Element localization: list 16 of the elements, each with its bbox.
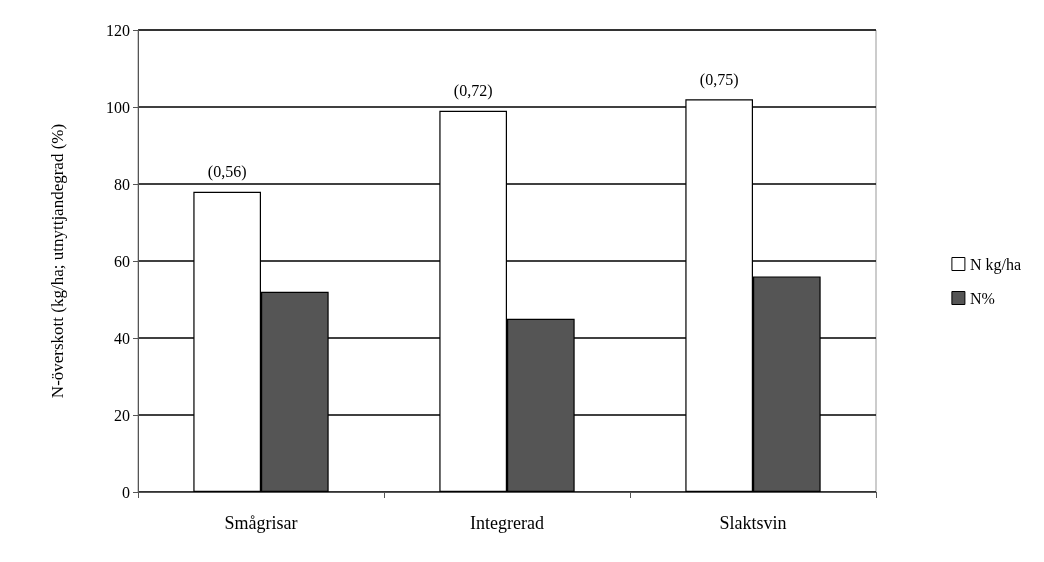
y-tick-label: 80 <box>114 175 130 193</box>
y-tick-label: 120 <box>106 21 130 39</box>
y-tick-label: 40 <box>114 329 130 347</box>
x-tick-label: Slaktsvin <box>719 513 787 533</box>
x-tick-label: Smågrisar <box>224 513 298 533</box>
annotation: (0,56) <box>207 163 247 182</box>
y-tick-label: 20 <box>114 406 130 424</box>
legend-label: N kg/ha <box>969 255 1022 274</box>
x-tick-label: Integrerad <box>470 513 544 533</box>
annotation: (0,72) <box>453 82 493 101</box>
annotation: (0,75) <box>699 70 739 89</box>
y-tick-label: 100 <box>106 98 130 116</box>
legend-label: N% <box>969 289 995 307</box>
y-tick-label: 0 <box>122 483 130 501</box>
y-tick-label: 60 <box>114 252 130 270</box>
y-axis-title: N-överskott (kg/ha; utnyttjandegrad (%) <box>48 123 67 399</box>
